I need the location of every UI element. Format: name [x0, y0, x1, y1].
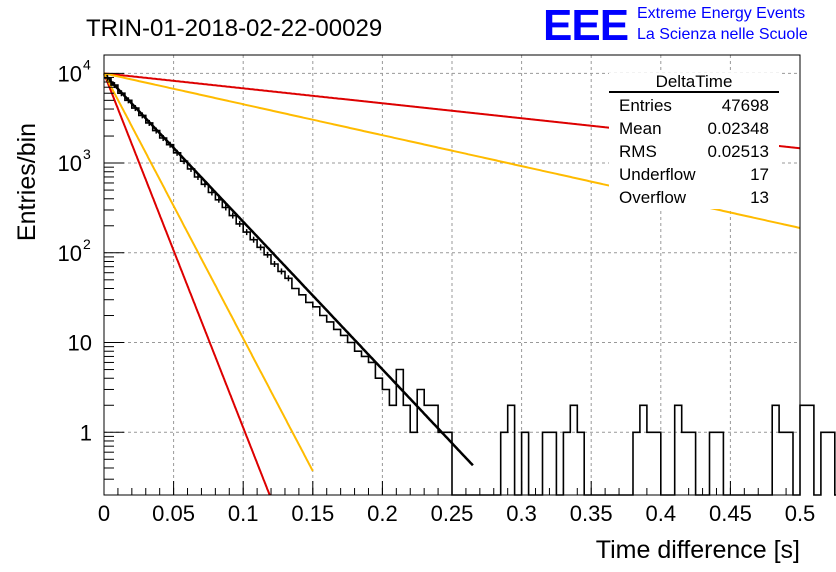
x-tick-label: 0.5 [785, 501, 816, 526]
y-tick-label: 1 [80, 420, 92, 445]
stats-value: 13 [750, 188, 769, 207]
stats-value: 0.02348 [708, 119, 769, 138]
y-axis-title: Entries/bin [13, 123, 41, 241]
stats-box: DeltaTime Entries 47698 Mean 0.02348 RMS… [609, 72, 779, 209]
y-tick-label: 10 [58, 241, 82, 266]
run-title: TRIN-01-2018-02-22-00029 [86, 15, 382, 42]
y-tick-exponent: 4 [83, 56, 91, 72]
y-tick-label: 10 [58, 61, 82, 86]
histogram-layer [104, 74, 836, 496]
stats-value: 0.02513 [708, 142, 769, 161]
x-tick-label: 0.2 [367, 501, 398, 526]
plot-frame [103, 54, 801, 496]
stats-label: Entries [619, 96, 672, 115]
reference-curve [103, 72, 271, 496]
logo-line-1: Extreme Energy Events [637, 5, 805, 22]
x-tick-label: 0.45 [709, 501, 752, 526]
stats-label: RMS [619, 142, 657, 161]
fit-curve [103, 73, 474, 467]
axis-ticks: 0 0.05 0.1 0.15 0.2 0.25 0.3 0.35 0.4 0.45 0.5 1 10 1… [58, 54, 816, 526]
y-tick-label: 10 [68, 331, 92, 356]
x-axis-title: Time difference [s] [596, 536, 800, 564]
x-tick-label: 0.4 [646, 501, 677, 526]
stats-value: 17 [750, 165, 769, 184]
x-tick-label: 0.1 [228, 501, 259, 526]
x-tick-label: 0.05 [152, 501, 195, 526]
stats-box-bg [609, 73, 779, 209]
histogram-step-line [104, 77, 836, 496]
x-tick-label: 0.15 [291, 501, 334, 526]
eee-logo: EEE [543, 1, 628, 50]
x-tick-label: 0.35 [570, 501, 613, 526]
x-tick-label: 0.3 [506, 501, 537, 526]
x-tick-label: 0 [98, 501, 110, 526]
stats-value: 47698 [722, 96, 769, 115]
stats-label: Mean [619, 119, 662, 138]
stats-label: Underflow [619, 165, 696, 184]
logo-line-2: La Scienza nelle Scuole [637, 26, 808, 43]
y-tick-label: 10 [58, 151, 82, 176]
y-tick-exponent: 3 [83, 146, 91, 162]
stats-title: DeltaTime [656, 72, 733, 91]
x-tick-label: 0.25 [431, 501, 474, 526]
stats-label: Overflow [619, 188, 687, 207]
y-tick-exponent: 2 [83, 236, 91, 252]
reference-curve [103, 72, 314, 472]
